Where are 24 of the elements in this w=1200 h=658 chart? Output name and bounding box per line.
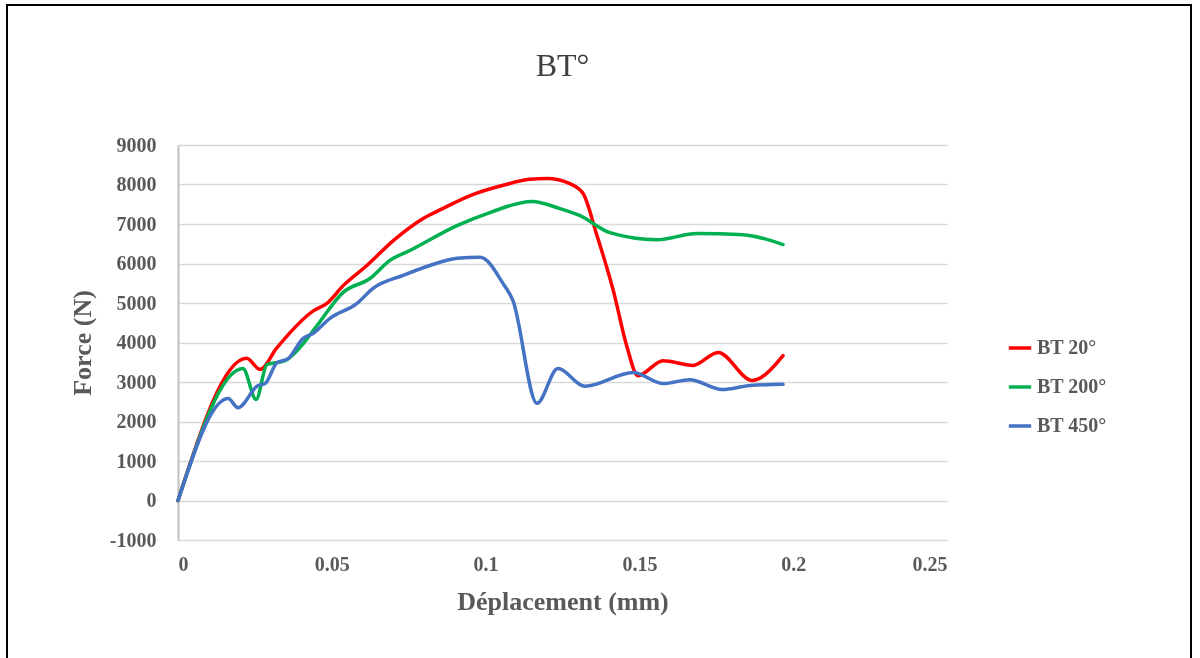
legend-label: BT 20° [1037,336,1097,358]
y-tick-label: 3000 [116,370,157,393]
x-tick-label: 0.1 [473,552,499,575]
x-tick-label: 0.15 [622,552,658,575]
x-axis-title: Déplacement (mm) [457,586,669,616]
y-tick-label: 8000 [116,173,157,195]
x-tick-label: 0.2 [781,552,807,575]
y-tick-label: 2000 [116,410,157,432]
x-tick-label: 0.05 [314,552,350,575]
y-tick-label: 5000 [116,291,157,314]
legend-label: BT 450° [1037,414,1107,436]
y-axis-title: Force (N) [67,290,97,396]
line-series [176,255,785,503]
y-tick-label: 1000 [116,449,157,472]
legend-label: BT 200° [1037,375,1107,397]
y-tick-label: 7000 [116,212,157,235]
y-tick-label: 4000 [116,331,157,353]
x-tick-label: 0.25 [912,552,948,575]
y-tick-label: -1000 [109,528,157,551]
y-tick-label: 9000 [116,133,157,156]
y-tick-label: 6000 [116,252,157,274]
chart-title: BT° [535,47,590,83]
y-tick-label: 0 [146,489,157,511]
x-tick-label: 0 [178,552,189,575]
